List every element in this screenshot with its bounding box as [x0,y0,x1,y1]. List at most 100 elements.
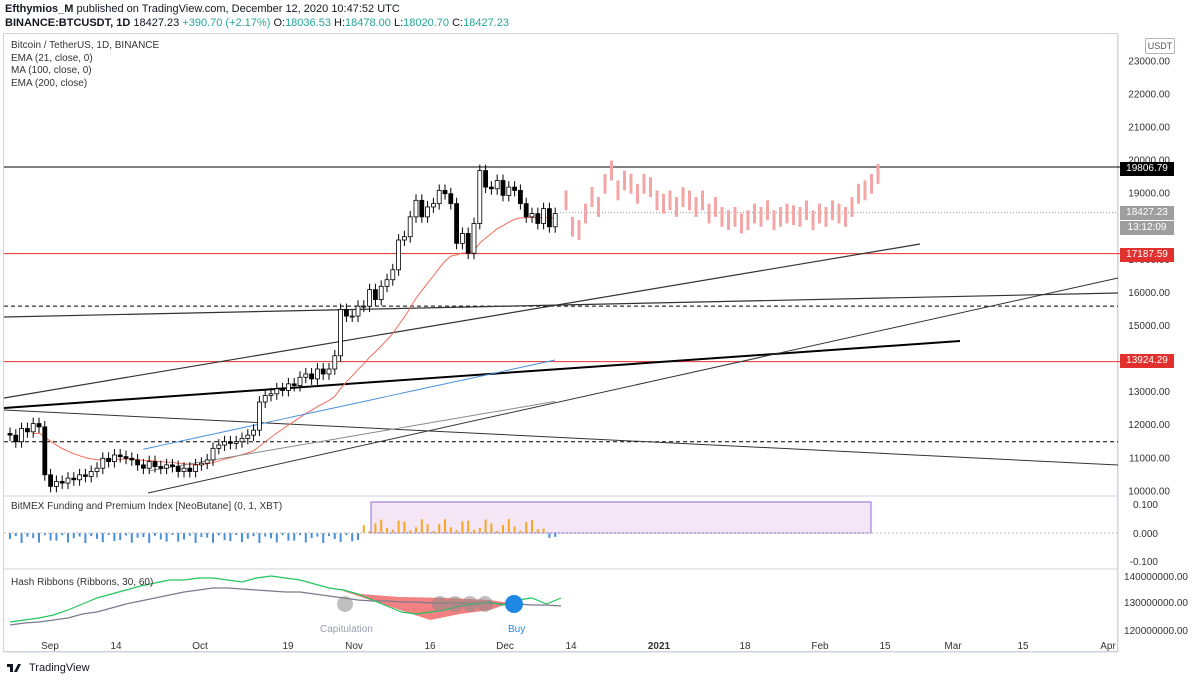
drawing-lines [3,166,1120,494]
funding-bar [420,519,423,533]
projection-bar [688,190,691,211]
projection-bar [746,210,750,231]
funding-tick-label: -0.100 [1130,557,1159,568]
candle [117,454,123,458]
funding-bar [113,533,116,542]
last-price-tag: 18427.23 [1120,206,1174,220]
hash-pane-title: Hash Ribbons (Ribbons, 30, 60) [11,577,154,588]
countdown-tag: 13:12:09 [1120,221,1174,235]
tradingview-brand[interactable]: TradingView [29,662,90,674]
funding-bar [159,533,162,540]
main-legend: Bitcoin / TetherUS, 1D, BINANCE EMA (21,… [11,40,159,90]
author-name[interactable]: Efthymios_M [5,3,74,15]
funding-bar [502,525,504,533]
candle [268,393,274,396]
chart-header: Efthymios_M published on TradingView.com… [5,2,509,30]
funding-bar [264,533,267,537]
candle [135,459,141,466]
price-tick-label: 20000.00 [1128,156,1170,167]
funding-bar [258,533,261,543]
candle [19,428,25,443]
candle [483,170,489,188]
funding-bar [229,533,232,542]
publish-line: Efthymios_M published on TradingView.com… [5,2,509,16]
time-tick-label: Mar [944,641,962,652]
last-price: 18427.23 [133,17,180,29]
tradingview-logo-icon[interactable] [6,662,24,674]
projection-bar [811,210,815,231]
candle [274,388,280,395]
projection-bar [733,206,737,227]
projection-bar [694,197,698,217]
projection-bar [701,190,704,211]
close-value: 18427.23 [463,17,509,29]
candle [547,208,552,228]
candle [285,383,291,391]
funding-bar [374,523,377,533]
projection-bar [571,216,574,237]
funding-bar [484,519,487,533]
projection-bar [863,180,867,201]
buy-signal-dot [505,595,523,613]
candle [198,462,204,466]
time-tick-label: Oct [192,641,208,652]
funding-bar [397,520,400,533]
candle [506,186,512,196]
capitulation-dot [337,596,353,612]
projection-bar [642,173,646,194]
candle [251,429,257,436]
funding-bar [206,533,209,538]
projection-bar [584,203,587,224]
candle [164,464,170,469]
funding-bar [43,533,46,536]
candle [303,373,309,378]
buy-label: Buy [508,624,526,635]
funding-bar [304,533,307,543]
funding-bar [183,533,185,540]
funding-bar [299,533,301,536]
currency-badge[interactable]: USDT [1145,38,1175,54]
candle [239,438,245,443]
high-label: H: [334,17,346,29]
ema21-line [33,216,556,465]
funding-bar [368,530,371,533]
candle [245,434,251,439]
footer: TradingView [6,662,90,674]
funding-bar [241,533,243,543]
projection-bar [707,203,711,224]
funding-bar [293,533,296,541]
legend-ema21[interactable]: EMA (21, close, 0) [11,52,93,64]
funding-bar [72,533,75,539]
hash-tick-label: 140000000.00 [1124,572,1188,583]
candle [442,190,448,195]
funding-bar [235,533,238,536]
legend-ema200[interactable]: EMA (200, close) [11,77,88,89]
projection-bar [798,206,802,227]
price-tick-label: 21000.00 [1128,123,1170,134]
candle [459,233,465,244]
projection-bar [779,206,782,227]
candle [187,467,193,472]
legend-ma100[interactable]: MA (100, close, 0) [11,65,92,76]
funding-bar [473,529,475,533]
candle [169,464,175,467]
candle [210,447,216,461]
funding-bar [78,533,81,537]
funding-bar [339,533,342,542]
close-label: C: [452,17,464,29]
funding-bar [84,533,87,543]
candle [494,180,500,190]
candle [396,239,402,271]
funding-bar [525,522,528,533]
projection-bar [785,203,789,224]
hash-tick-label: 130000000.00 [1124,598,1188,609]
projection-bar [844,206,847,227]
candle [407,216,413,238]
funding-bar [287,533,290,541]
candle [71,477,77,481]
funding-bar [426,524,429,533]
projection-bar [577,220,581,241]
candle [471,223,477,254]
projection-bar [662,193,665,214]
